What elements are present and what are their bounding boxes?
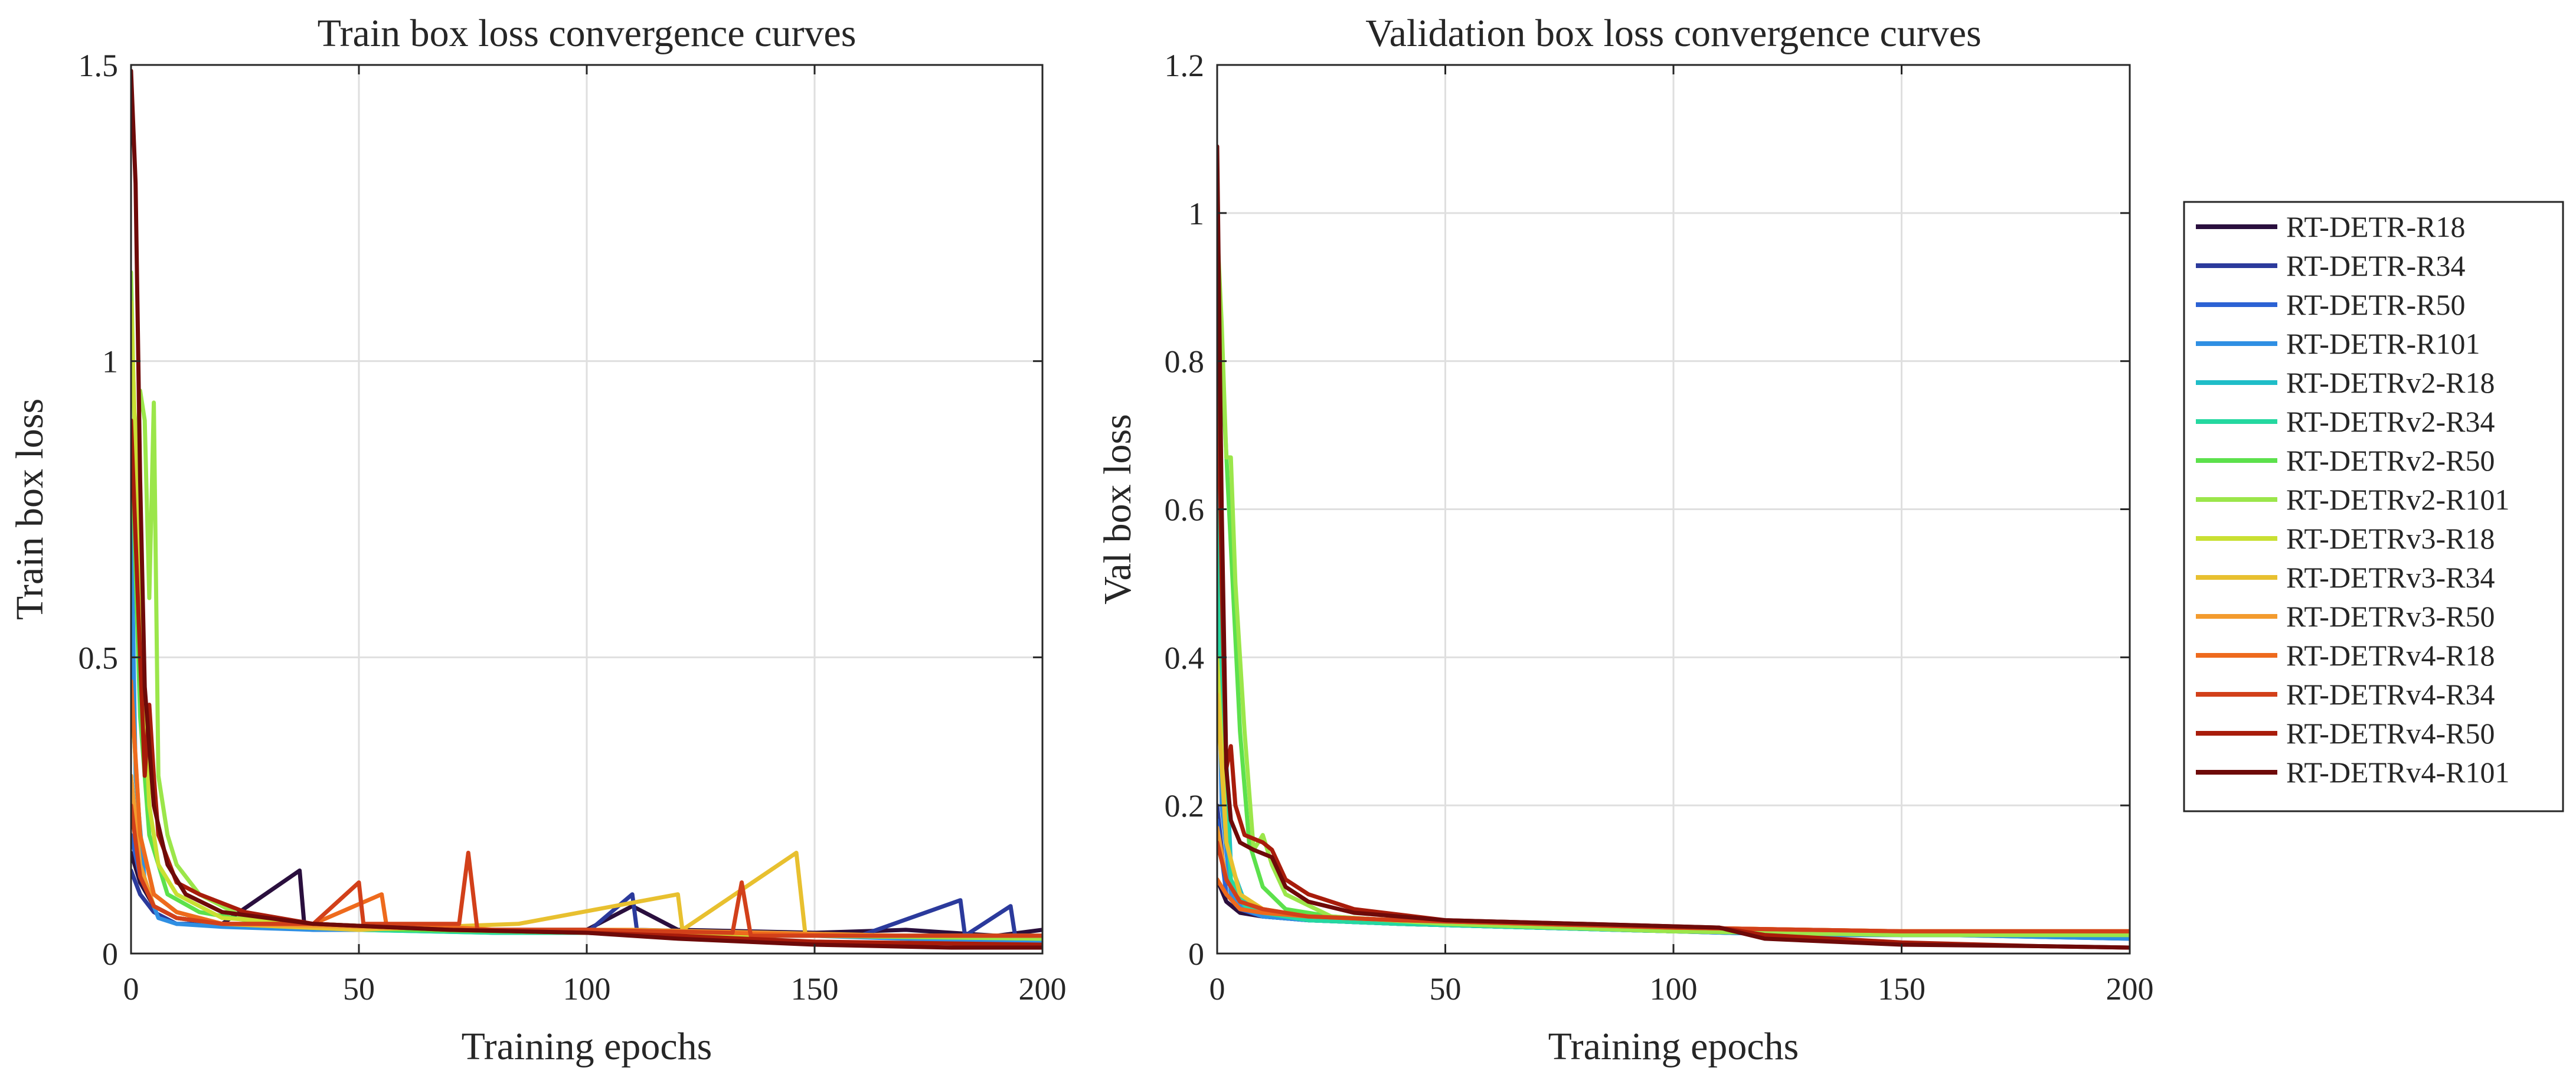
x-tick-label: 100 [1650,971,1698,1007]
y-axis-label: Val box loss [1096,414,1139,605]
x-axis-label: Training epochs [1548,1025,1799,1068]
legend-label-rt-detrv4-r18: RT-DETRv4-R18 [2286,639,2495,672]
grid [1217,65,2130,954]
legend-label-rt-detrv4-r50: RT-DETRv4-R50 [2286,717,2495,750]
grid [131,65,1042,954]
series-line-rt-detrv4-r101 [131,68,1042,950]
legend-label-rt-detrv2-r18: RT-DETRv2-R18 [2286,366,2495,399]
legend-label-rt-detrv4-r101: RT-DETRv4-R101 [2286,756,2510,789]
y-tick-label: 1.5 [79,48,119,83]
y-axis-label: Train box loss [8,399,51,620]
x-tick-label: 0 [123,971,139,1007]
chart-title: Train box loss convergence curves [318,12,857,55]
y-tick-label: 0.6 [1165,492,1205,528]
x-axis-label: Training epochs [462,1025,712,1068]
legend-label-rt-detrv2-r34: RT-DETRv2-R34 [2286,405,2495,438]
legend-label-rt-detr-r34: RT-DETR-R34 [2286,249,2466,282]
legend-label-rt-detrv4-r34: RT-DETRv4-R34 [2286,678,2495,711]
legend-label-rt-detrv3-r34: RT-DETRv3-R34 [2286,561,2495,594]
y-tick-label: 0.8 [1165,344,1205,380]
train-loss-chart: 0 50 100 150 200 0 0.5 1 1.5 Train box loss conve… [8,12,1067,1068]
x-tick-label: 200 [2106,971,2154,1007]
legend-label-rt-detr-r101: RT-DETR-R101 [2286,327,2480,360]
series-line-rt-detrv4-r101 [1217,144,2130,950]
x-tick-label: 150 [791,971,839,1007]
series-group [131,68,1042,950]
series-line-rt-detrv4-r50 [1217,307,2130,950]
y-tick-label: 0.2 [1165,788,1205,824]
y-tick-label: 0.4 [1165,640,1205,675]
legend-label-rt-detrv2-r101: RT-DETRv2-R101 [2286,483,2510,516]
legend-label-rt-detr-r18: RT-DETR-R18 [2286,210,2466,243]
series-group [1217,144,2130,950]
val-loss-chart: 0 50 100 150 200 0 0.2 0.4 0.6 0.8 1 1.2 Validation … [1096,12,2154,1068]
y-tick-label: 1 [102,344,118,380]
legend-label-rt-detrv3-r18: RT-DETRv3-R18 [2286,522,2495,555]
series-line-rt-detrv4-r34 [131,803,1042,938]
x-tick-label: 200 [1019,971,1067,1007]
x-tick-label: 0 [1209,971,1225,1007]
y-tick-label: 0 [1188,936,1204,972]
y-tick-label: 1.2 [1165,48,1205,83]
x-tick-label: 50 [343,971,375,1007]
legend: RT-DETR-R18 RT-DETR-R34 RT-DETR-R50 RT-DETR… [2183,201,2564,812]
y-tick-label: 0.5 [79,640,119,675]
chart-title: Validation box loss convergence curves [1365,12,1982,55]
series-line-rt-detrv2-r101 [1217,226,2130,938]
x-tick-label: 50 [1430,971,1462,1007]
series-line-rt-detrv4-r34 [1217,840,2130,933]
x-tick-label: 100 [563,971,611,1007]
y-tick-label: 1 [1188,196,1204,231]
legend-label-rt-detrv3-r50: RT-DETRv3-R50 [2286,600,2495,633]
y-tick-label: 0 [102,936,118,972]
x-tick-label: 150 [1878,971,1926,1007]
legend-label-rt-detr-r50: RT-DETR-R50 [2286,288,2466,321]
legend-label-rt-detrv2-r50: RT-DETRv2-R50 [2286,444,2495,477]
